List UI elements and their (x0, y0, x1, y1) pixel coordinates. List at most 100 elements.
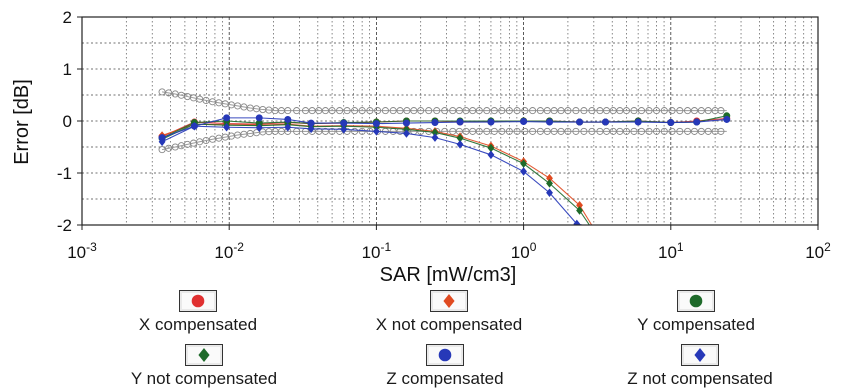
legend-marker-shape (191, 294, 205, 308)
bound-marker (550, 107, 558, 115)
bound-marker (505, 127, 513, 135)
bound-marker (158, 146, 166, 154)
bound-marker (351, 107, 359, 115)
bound-marker (521, 107, 529, 115)
legend-swatch (426, 344, 464, 366)
data-point (223, 114, 231, 122)
legend-marker-shape (443, 294, 455, 308)
bound-marker (529, 107, 537, 115)
bound-marker (557, 107, 565, 115)
legend-marker-shape (694, 348, 706, 362)
data-point (693, 118, 701, 126)
bound-marker (343, 107, 351, 115)
bound-marker (652, 107, 661, 115)
y-tick-label: 0 (63, 112, 72, 131)
bound-marker (483, 107, 491, 115)
data-point (634, 118, 642, 126)
bound-marker (572, 107, 580, 115)
bound-marker (550, 127, 558, 135)
bound-marker (513, 107, 521, 115)
bound-marker (704, 107, 712, 115)
bound-marker (630, 107, 638, 115)
data-point (576, 206, 583, 215)
uncertainty-bounds (158, 88, 727, 154)
bound-marker (588, 127, 596, 135)
chart-figure: 210-1-2 10-3 10-2 10-1 100 101 102 Error [dB]… (11, 8, 831, 285)
bound-marker (668, 127, 676, 135)
bound-line (161, 130, 727, 151)
x-axis-label: SAR [mW/cm3] (380, 264, 517, 285)
bound-marker (505, 107, 513, 115)
legend-swatch (681, 344, 719, 366)
series-z-not-compensated (158, 121, 583, 225)
series-line (161, 117, 727, 139)
x-tick-label: 101 (658, 240, 684, 262)
legend-item-y-not-compensated: Y not compensated (79, 344, 329, 389)
bound-marker (433, 107, 441, 115)
bound-marker (425, 107, 433, 115)
bound-marker (196, 95, 204, 103)
bound-marker (622, 127, 631, 135)
bound-marker (498, 127, 506, 135)
bound-marker (521, 127, 529, 135)
bound-marker (490, 127, 498, 135)
x-tick-label: 10-2 (214, 240, 244, 262)
bound-marker (358, 127, 366, 135)
uncertainty-bound-upper (158, 88, 727, 115)
bound-marker (622, 107, 631, 115)
bound-marker (490, 107, 498, 115)
data-point (284, 115, 292, 123)
legend-swatch (185, 344, 223, 366)
legend-marker (694, 348, 706, 362)
legend-label: Y not compensated (130, 369, 278, 388)
bound-marker (717, 107, 725, 115)
series-line (161, 123, 590, 225)
bound-marker (417, 107, 425, 115)
series-line (161, 115, 727, 139)
y-tick-label: 2 (63, 8, 72, 27)
data-point (546, 188, 553, 198)
data-point (487, 118, 495, 126)
bound-marker (396, 107, 404, 115)
bound-marker (410, 107, 418, 115)
bound-marker (529, 127, 537, 135)
legend-marker-shape (198, 348, 210, 362)
data-point (546, 179, 553, 188)
legend-label: X not compensated (375, 315, 523, 334)
legend-item-x-compensated: X compensated (73, 290, 323, 335)
bound-marker (704, 127, 712, 135)
bound-marker (580, 107, 588, 115)
data-point (372, 120, 380, 128)
legend-marker (191, 294, 205, 308)
bound-marker (637, 127, 646, 135)
legend-marker (438, 348, 452, 362)
bound-marker (572, 127, 580, 135)
legend-label: Z compensated (386, 369, 504, 388)
data-point (340, 125, 348, 134)
bound-marker (690, 107, 699, 115)
bound-marker (660, 127, 668, 135)
bound-marker (158, 88, 166, 96)
bound-marker (652, 127, 661, 135)
bound-marker (293, 107, 301, 115)
x-tick-labels: 10-3 10-2 10-1 100 101 102 (67, 225, 831, 262)
data-point (723, 115, 731, 123)
data-point (403, 129, 410, 138)
data-point (456, 118, 464, 126)
data-point (402, 119, 410, 127)
bound-marker (543, 127, 551, 135)
data-point (520, 167, 528, 176)
bound-marker (630, 127, 638, 135)
data-point (431, 133, 439, 142)
legend-label: X compensated (138, 315, 258, 334)
x-tick-label: 100 (511, 240, 537, 262)
bound-marker (536, 107, 544, 115)
data-point (255, 123, 263, 133)
bound-marker (381, 107, 389, 115)
y-axis-label: Error [dB] (11, 79, 33, 165)
bound-marker (717, 127, 725, 135)
bound-marker (580, 127, 588, 135)
bound-marker (536, 127, 544, 135)
legend-label: Z not compensated (627, 369, 773, 388)
x-tick-label: 102 (805, 240, 831, 262)
